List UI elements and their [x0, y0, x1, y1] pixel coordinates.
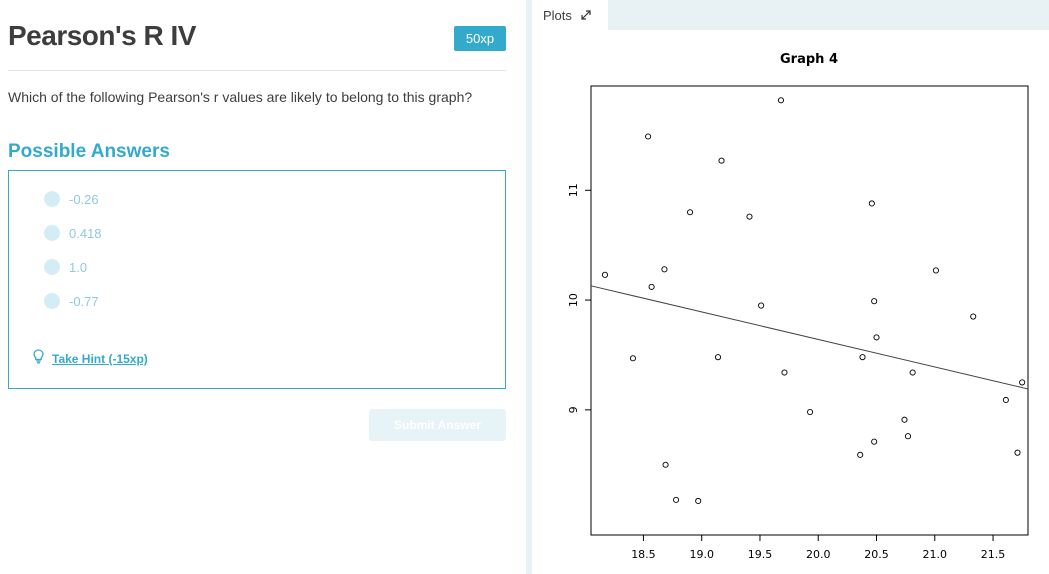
lightbulb-icon — [33, 349, 44, 369]
radio-button[interactable] — [44, 191, 60, 207]
data-point — [673, 496, 680, 503]
data-point — [758, 302, 765, 309]
data-point — [873, 334, 880, 341]
answer-option-2[interactable]: 0.418 — [44, 224, 102, 242]
data-point — [859, 354, 866, 361]
data-point — [648, 283, 655, 290]
expand-arrows-icon[interactable] — [580, 9, 592, 21]
chart-title: Graph 4 — [780, 52, 838, 67]
panel-splitter[interactable] — [526, 0, 532, 574]
data-point — [904, 433, 912, 440]
data-point — [932, 267, 939, 274]
y-tick-label: 10 — [567, 293, 580, 307]
data-points — [601, 97, 1026, 505]
data-point — [868, 200, 875, 207]
data-point — [629, 355, 637, 362]
submit-answer-button[interactable]: Submit Answer — [369, 409, 506, 441]
y-tick-label: 9 — [567, 406, 580, 413]
x-tick-label: 19.5 — [748, 548, 773, 561]
xp-badge: 50xp — [454, 26, 506, 51]
scatter-plot: Graph 4 18.5 19.0 19.5 20.0 20.5 21.0 21.59101… — [567, 52, 1029, 561]
data-point — [714, 354, 722, 361]
answer-option-1[interactable]: -0.26 — [44, 190, 99, 208]
answer-label: -0.77 — [69, 293, 99, 309]
data-point — [1019, 379, 1026, 386]
answers-box: -0.26 0.418 1.0 -0.77 Take Hint (-15xp) — [8, 170, 506, 389]
regression-line — [590, 285, 1029, 390]
axes: 18.5 19.0 19.5 20.0 20.5 21.0 21.5 9 10 11 — [567, 183, 1005, 561]
take-hint-link[interactable]: Take Hint (-15xp) — [33, 349, 148, 369]
x-tick-label: 21.0 — [923, 548, 948, 561]
exercise-title: Pearson's R IV — [8, 20, 196, 51]
data-point — [807, 408, 814, 416]
plots-panel: Plots Graph 4 18.5 19.0 19.5 20.0 20.5 21.0 21… — [532, 0, 1049, 574]
plots-tabbar: Plots — [532, 0, 1049, 30]
x-tick-label: 21.5 — [981, 548, 1006, 561]
data-point — [746, 213, 753, 220]
data-point — [909, 369, 916, 376]
tab-plots[interactable]: Plots — [532, 0, 608, 30]
data-point — [871, 438, 878, 445]
data-point — [718, 157, 725, 164]
hint-label: Take Hint (-15xp) — [52, 352, 148, 366]
divider — [8, 70, 506, 71]
data-point — [777, 97, 784, 104]
answer-label: -0.26 — [69, 191, 99, 207]
data-point — [695, 497, 702, 505]
data-point — [687, 209, 694, 216]
radio-button[interactable] — [44, 293, 60, 309]
possible-answers-heading: Possible Answers — [8, 141, 170, 162]
x-tick-label: 20.5 — [864, 548, 889, 561]
x-tick-label: 20.0 — [806, 548, 831, 561]
data-point — [1014, 449, 1021, 456]
data-point — [901, 416, 908, 423]
plot-frame — [590, 85, 1029, 536]
data-point — [645, 133, 652, 140]
answer-label: 0.418 — [69, 225, 102, 241]
x-tick-label: 19.0 — [689, 548, 714, 561]
data-point — [970, 313, 977, 320]
data-point — [661, 266, 668, 273]
exercise-panel: Pearson's R IV 50xp Which of the followi… — [8, 20, 506, 441]
radio-button[interactable] — [44, 225, 60, 241]
question-text: Which of the following Pearson's r value… — [8, 89, 473, 105]
answer-label: 1.0 — [69, 259, 88, 275]
data-point — [857, 451, 864, 458]
data-point — [781, 369, 788, 376]
data-point — [601, 271, 609, 278]
plots-tab-label: Plots — [543, 7, 572, 23]
answer-option-3[interactable]: 1.0 — [44, 258, 87, 276]
data-point — [662, 461, 669, 468]
data-point — [871, 298, 878, 305]
y-tick-label: 11 — [567, 183, 580, 197]
radio-button[interactable] — [44, 259, 60, 275]
data-point — [1002, 396, 1009, 404]
answer-option-4[interactable]: -0.77 — [44, 292, 99, 310]
x-tick-label: 18.5 — [631, 548, 656, 561]
regression-line-group — [590, 285, 1029, 390]
